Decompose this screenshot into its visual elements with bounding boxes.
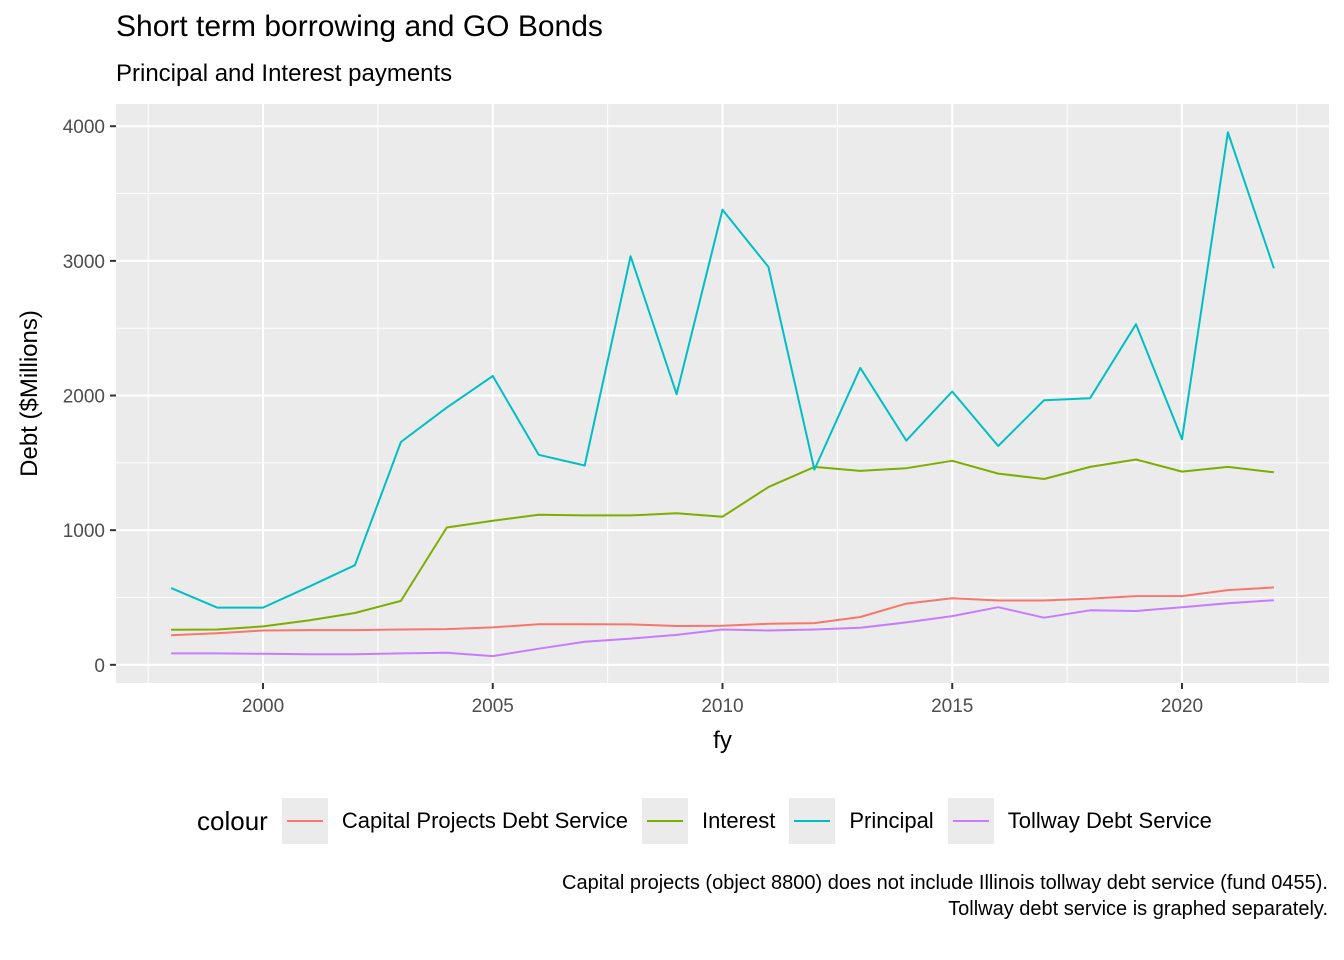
- x-tick-label: 2020: [1161, 696, 1203, 717]
- legend-key: [641, 798, 688, 844]
- legend-title: colour: [197, 805, 268, 836]
- y-tick-label: 4000: [63, 117, 105, 138]
- x-tick-label: 2015: [931, 696, 973, 717]
- legend-item-capital-projects: Capital Projects Debt Service: [281, 798, 628, 844]
- y-axis-label: Debt ($Millions): [16, 310, 43, 477]
- legend-key: [281, 798, 328, 844]
- legend-label: Capital Projects Debt Service: [341, 808, 628, 833]
- legend-label: Interest: [701, 808, 776, 833]
- x-tick-label: 2005: [472, 696, 514, 717]
- legend-swatch: [646, 820, 683, 822]
- x-axis-label: fy: [713, 727, 732, 754]
- x-tick-label: 2000: [242, 696, 284, 717]
- legend-item-principal: Principal: [789, 798, 934, 844]
- y-tick-label: 1000: [63, 521, 105, 542]
- legend-item-interest: Interest: [641, 798, 776, 844]
- y-tick-label: 2000: [63, 387, 105, 408]
- caption-line-2: Tollway debt service is graphed separate…: [948, 898, 1328, 920]
- legend-swatch: [286, 820, 323, 822]
- legend: colour Capital Projects Debt Service Int…: [197, 796, 1226, 846]
- series-line-principal: [170, 131, 1275, 609]
- legend-key: [789, 798, 836, 844]
- legend-swatch: [952, 820, 989, 822]
- series-lines: [170, 131, 1275, 658]
- axes: 2000 2005 2010 2015 2020 0 1000 2000 3000 4000: [63, 117, 1203, 717]
- x-tick-label: 2010: [701, 696, 743, 717]
- legend-item-tollway: Tollway Debt Service: [947, 798, 1212, 844]
- caption-line-1: Capital projects (object 8800) does not …: [562, 872, 1328, 894]
- y-tick-label: 0: [94, 656, 105, 677]
- chart-subtitle: Principal and Interest payments: [116, 60, 453, 87]
- chart-title: Short term borrowing and GO Bonds: [116, 10, 603, 43]
- legend-label: Tollway Debt Service: [1007, 808, 1212, 833]
- series-line-interest: [171, 458, 1275, 631]
- legend-label: Principal: [849, 808, 934, 833]
- series-line-capital-projects-debt-service: [171, 586, 1274, 637]
- grid-lines: [116, 104, 1329, 683]
- legend-swatch: [794, 820, 831, 822]
- caption: Capital projects (object 8800) does not …: [562, 870, 1328, 922]
- series-line-tollway-debt-service: [171, 599, 1274, 658]
- y-tick-label: 3000: [63, 252, 105, 273]
- legend-key: [947, 798, 994, 844]
